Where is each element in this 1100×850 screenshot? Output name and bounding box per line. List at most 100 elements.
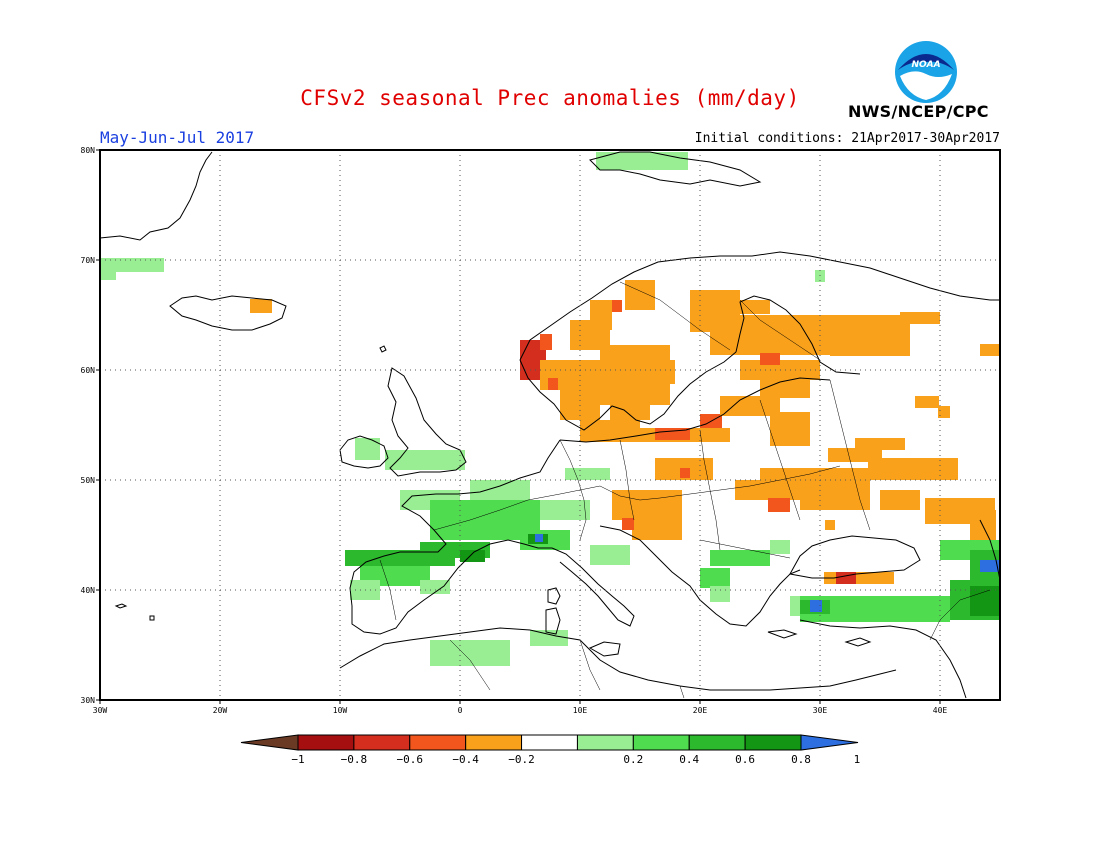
- anomaly-cell: [760, 378, 810, 398]
- colorbar-label: −0.2: [508, 753, 535, 766]
- anomaly-cell: [720, 396, 780, 416]
- lon-tick-label: 40E: [933, 706, 948, 715]
- anomaly-cell: [810, 600, 822, 612]
- anomaly-cell: [900, 312, 940, 324]
- border-line: [433, 465, 841, 531]
- anomaly-cell: [735, 480, 785, 500]
- anomaly-cell: [430, 640, 510, 666]
- map-frame: [99, 149, 1001, 701]
- anomaly-cell: [915, 396, 939, 408]
- colorbar-segment: [297, 734, 355, 751]
- anomaly-cell: [612, 300, 622, 312]
- chart-title: CFSv2 seasonal Prec anomalies (mm/day): [300, 86, 800, 110]
- colorbar-segment: [521, 734, 578, 751]
- lon-tick-labels: 30W 20W 10W 0 10E 20E 30E 40E: [93, 700, 948, 715]
- border-line: [619, 281, 731, 351]
- anomaly-cell: [535, 534, 543, 542]
- anomaly-cell: [250, 299, 272, 313]
- colorbar-label: 0.8: [791, 753, 811, 766]
- coastlines: [99, 151, 1001, 699]
- anomaly-cell: [800, 490, 870, 510]
- lon-tick-label: 10E: [573, 706, 588, 715]
- initial-conditions: Initial conditions: 21Apr2017-30Apr2017: [694, 131, 1000, 146]
- colorbar-label: −0.8: [341, 753, 368, 766]
- border-line: [679, 685, 685, 699]
- ireland-coast: [339, 435, 389, 469]
- lat-tick-label: 70N: [81, 256, 96, 265]
- colorbar-label: 0.6: [735, 753, 755, 766]
- colorbar-high-arrow: [800, 734, 859, 751]
- noaa-logo-text: NOAA: [911, 60, 940, 70]
- lat-tick-label: 80N: [81, 146, 96, 155]
- anomaly-cell: [460, 550, 485, 562]
- anomaly-cell: [710, 586, 730, 602]
- colorbar-segment: [465, 734, 523, 751]
- border-line: [559, 439, 587, 541]
- west-europe-coast: [349, 439, 561, 635]
- baltic-south-coast: [559, 377, 831, 443]
- colorbar: −1 −0.8 −0.6 −0.4 −0.2 0.2 0.4 0.6 0.8 1: [240, 734, 861, 766]
- sardinia-coast: [545, 607, 561, 635]
- anomaly-cell: [760, 353, 780, 365]
- colorbar-label: 0.2: [623, 753, 643, 766]
- black-sea-coast: [789, 535, 921, 579]
- colorbar-label: 1: [854, 753, 861, 766]
- svalbard-coast: [589, 151, 762, 187]
- anomaly-cell: [470, 480, 530, 500]
- anomaly-cell: [970, 586, 1000, 616]
- anomaly-cell: [710, 550, 770, 566]
- border-line: [829, 379, 871, 531]
- noaa-logo-bird: [898, 54, 954, 70]
- forecast-period: May-Jun-Jul 2017: [100, 128, 255, 147]
- border-line: [619, 439, 635, 521]
- anomaly-cells: [100, 152, 1000, 666]
- anomaly-cell: [680, 468, 690, 478]
- anomaly-cell: [565, 468, 610, 480]
- border-line: [699, 429, 721, 551]
- corsica-coast: [547, 587, 561, 605]
- colorbar-segment: [576, 734, 634, 751]
- anomaly-cell: [655, 360, 675, 384]
- anomaly-cell: [460, 520, 510, 540]
- anomaly-cell: [980, 560, 1000, 572]
- anomaly-cell: [540, 500, 590, 520]
- noaa-logo: NOAA: [895, 41, 957, 103]
- lat-tick-label: 40N: [81, 586, 96, 595]
- border-line: [579, 639, 601, 691]
- anomaly-cell: [980, 344, 1000, 356]
- italy-coast: [551, 547, 635, 627]
- lon-tick-label: 20W: [213, 706, 228, 715]
- anomaly-cell: [768, 498, 790, 512]
- faroe-coast: [379, 345, 387, 353]
- anomaly-cell: [100, 258, 164, 272]
- colorbar-segment: [409, 734, 467, 751]
- anomaly-cell: [596, 152, 688, 170]
- anomaly-cell: [530, 630, 568, 646]
- anomaly-cell: [385, 450, 465, 470]
- anomaly-cell: [836, 572, 856, 584]
- border-line: [449, 639, 491, 691]
- colorbar-segment: [632, 734, 690, 751]
- colorbar-segment: [744, 734, 802, 751]
- lat-tick-label: 30N: [81, 696, 96, 705]
- lat-tick-label: 50N: [81, 476, 96, 485]
- finland-coast: [735, 295, 861, 375]
- anomaly-cell: [855, 438, 905, 450]
- colorbar-label: −0.6: [397, 753, 424, 766]
- north-africa-coast: [339, 627, 897, 691]
- anomaly-cell: [770, 412, 810, 446]
- britain-coast: [387, 367, 467, 477]
- lon-tick-label: 30W: [93, 706, 108, 715]
- anomaly-cell: [868, 458, 958, 480]
- anomaly-cell: [548, 378, 558, 390]
- anomaly-cell: [420, 580, 450, 594]
- anomaly-cell: [740, 300, 770, 314]
- lon-tick-label: 30E: [813, 706, 828, 715]
- caspian-coast: [979, 519, 1001, 581]
- agency-label: NWS/NCEP/CPC: [848, 102, 989, 121]
- anomaly-cell: [355, 438, 380, 460]
- anomaly-cell: [770, 540, 790, 554]
- anomaly-cell: [622, 518, 634, 530]
- colorbar-segment: [353, 734, 411, 751]
- scandinavia-south-coast: [519, 351, 737, 431]
